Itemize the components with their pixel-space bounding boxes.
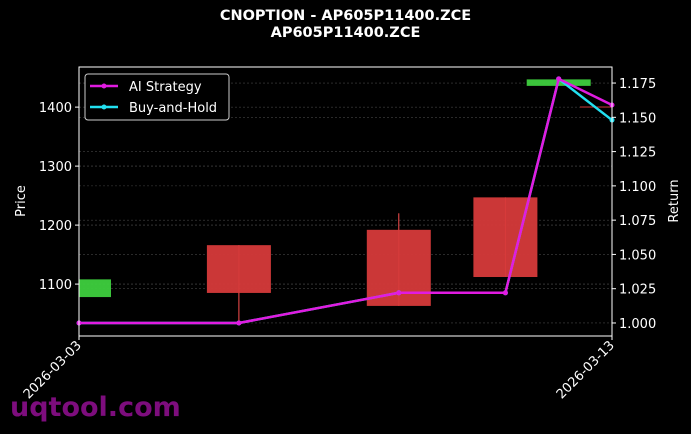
y2-tick-label: 1.100 [619, 180, 656, 195]
y-tick-label: 1300 [39, 160, 72, 175]
y2-axis-label: Return [667, 179, 682, 222]
y-axis-label: Price [14, 185, 29, 217]
candle-body [206, 245, 271, 293]
series-point [236, 320, 242, 326]
legend-bh-label: Buy-and-Hold [129, 101, 217, 116]
y2-tick-label: 1.175 [619, 77, 656, 92]
series-point [502, 290, 508, 296]
series-line [79, 77, 613, 325]
chart-title: CNOPTION - AP605P11400.ZCE [219, 8, 472, 24]
series-point [556, 76, 562, 82]
legend-ai-label: AI Strategy [129, 80, 202, 95]
y-tick-label: 1100 [39, 278, 72, 293]
y2-tick-label: 1.125 [619, 146, 656, 161]
y2-tick-label: 1.150 [619, 111, 656, 126]
candle-body [473, 197, 538, 278]
watermark: uqtool.com [10, 392, 181, 423]
legend: AI Strategy Buy-and-Hold [84, 73, 230, 121]
y2-tick-label: 1.000 [619, 317, 656, 332]
candle-body [79, 279, 111, 298]
x-tick-label: 2026-03-13 [554, 338, 618, 402]
plot-frame [78, 66, 613, 337]
y-tick-label: 1400 [39, 101, 72, 116]
y2-tick-label: 1.025 [619, 283, 656, 298]
chart-subtitle: AP605P11400.ZCE [270, 25, 421, 41]
y2-tick-label: 1.075 [619, 214, 656, 229]
y-tick-label: 1200 [39, 219, 72, 234]
y2-tick-label: 1.050 [619, 248, 656, 263]
series-point [396, 290, 402, 296]
